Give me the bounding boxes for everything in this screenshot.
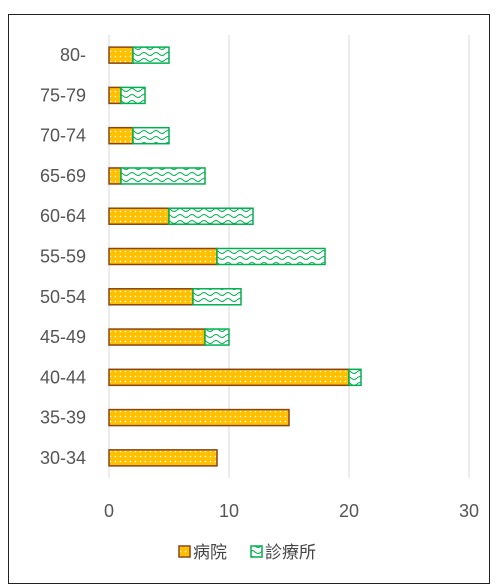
y-tick-label: 60-64 [40, 206, 86, 226]
bar-hospital-50-54 [108, 288, 194, 306]
x-tick-label: 10 [219, 501, 239, 521]
legend-swatch-hospital [178, 545, 191, 558]
bar-clinic-75-79 [120, 86, 146, 105]
legend-label-hospital: 病院 [193, 543, 227, 563]
legend-swatch-clinic [250, 545, 263, 558]
x-tick-label: 30 [459, 501, 479, 521]
legend: 病院 診療所 [178, 543, 316, 563]
y-tick-label: 50-54 [40, 287, 86, 307]
bar-hospital-40-44 [108, 368, 350, 387]
y-tick-label: 55-59 [40, 247, 86, 267]
y-tick-label: 70-74 [40, 126, 86, 146]
legend-label-clinic: 診療所 [265, 543, 316, 563]
bar-hospital-75-79 [108, 86, 122, 105]
y-tick-label: 75-79 [40, 85, 86, 105]
bar-hospital-45-49 [108, 328, 206, 346]
bar-clinic-80- [132, 46, 170, 64]
bar-hospital-30-34 [108, 449, 218, 467]
bar-clinic-70-74 [132, 126, 170, 145]
chart-frame: 30-34 35-39 40-44 45-49 50-54 55-59 60-64 65-69… [8, 14, 490, 584]
bar-clinic-55-59 [216, 247, 326, 266]
y-tick-label: 30-34 [40, 448, 86, 468]
x-axis-tick-labels: 0 10 20 30 [104, 501, 479, 521]
bars [108, 46, 362, 467]
stacked-bar-chart: 30-34 35-39 40-44 45-49 50-54 55-59 60-64 65-69… [40, 35, 479, 563]
y-tick-label: 35-39 [40, 408, 86, 428]
bar-hospital-35-39 [108, 408, 290, 427]
bar-clinic-65-69 [120, 167, 206, 185]
bar-hospital-55-59 [108, 247, 218, 266]
y-axis-tick-labels: 30-34 35-39 40-44 45-49 50-54 55-59 60-64 65-69… [40, 45, 86, 468]
bar-clinic-40-44 [348, 368, 362, 387]
bar-hospital-65-69 [108, 167, 122, 185]
y-tick-label: 65-69 [40, 166, 86, 186]
y-tick-label: 45-49 [40, 327, 86, 347]
y-tick-label: 40-44 [40, 367, 86, 387]
x-tick-label: 20 [339, 501, 359, 521]
bar-clinic-60-64 [168, 207, 254, 225]
bar-hospital-80- [108, 46, 134, 64]
bar-clinic-50-54 [192, 288, 242, 306]
bar-hospital-70-74 [108, 126, 134, 145]
x-tick-label: 0 [104, 501, 114, 521]
y-tick-label: 80- [60, 45, 86, 65]
bar-hospital-60-64 [108, 207, 170, 225]
bar-clinic-45-49 [204, 328, 230, 346]
